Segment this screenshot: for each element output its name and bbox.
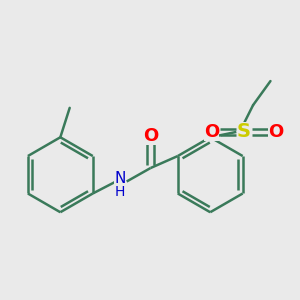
Text: O: O	[143, 127, 158, 145]
Text: H: H	[115, 184, 125, 199]
Text: O: O	[268, 123, 283, 141]
Text: S: S	[237, 122, 251, 141]
Text: O: O	[204, 123, 219, 141]
Text: N: N	[114, 171, 126, 186]
